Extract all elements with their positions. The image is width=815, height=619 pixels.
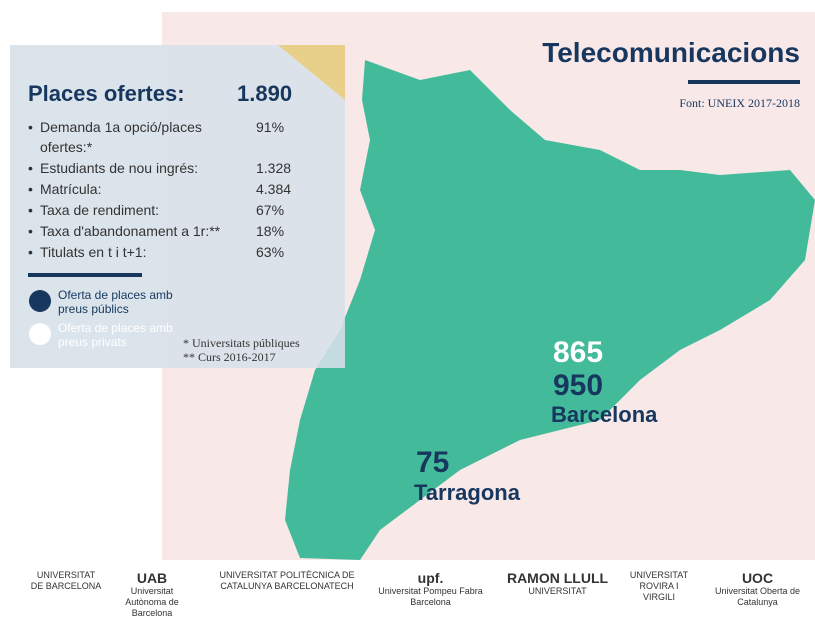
- legend-private: Oferta de places amb preus privats: [58, 321, 173, 349]
- barcelona-label: Barcelona: [551, 402, 658, 427]
- stat-label: Titulats en t i t+1:: [26, 242, 245, 262]
- logo: UNIVERSITAT DE BARCELONA: [30, 570, 102, 592]
- stat-label: Demanda 1a opció/places ofertes:*: [26, 117, 245, 157]
- stat-item: Titulats en t i t+1: 63%: [26, 242, 316, 262]
- logo-name: UNIVERSITAT POLITÈCNICA DE CATALUNYA BAR…: [219, 570, 355, 591]
- barcelona-public: 865: [553, 336, 603, 369]
- logo-name: UNIVERSITAT ROVIRA I VIRGILI: [629, 570, 689, 602]
- tarragona-public: 75: [416, 446, 449, 479]
- note: ** Curs 2016-2017: [183, 350, 276, 364]
- legend-public: Oferta de places amb preus públics: [58, 288, 173, 316]
- title-rule: [688, 80, 800, 84]
- note: * Universitats públiques: [183, 336, 300, 350]
- logo: UNIVERSITAT POLITÈCNICA DE CATALUNYA BAR…: [212, 570, 362, 592]
- stat-label: Matrícula:: [26, 179, 245, 199]
- info-panel: Places ofertes: 1.890 Demanda 1a opció/p…: [10, 45, 345, 368]
- logo-mark: RAMON LLULL: [506, 570, 609, 586]
- logo-name: Universitat Autònoma de Barcelona: [125, 586, 179, 618]
- logo-name: UNIVERSITAT DE BARCELONA: [30, 570, 102, 591]
- stat-value: 67%: [256, 202, 285, 218]
- stat-value: 1.328: [256, 160, 292, 176]
- public-icon: [29, 290, 51, 312]
- logo: UAB Universitat Autònoma de Barcelona: [112, 570, 192, 619]
- barcelona-private: 950: [553, 369, 603, 402]
- panel-decor: [28, 45, 345, 345]
- logo: UOC Universitat Oberta de Catalunya: [705, 570, 810, 608]
- logo-name: Universitat Pompeu Fabra Barcelona: [378, 586, 483, 607]
- stat-value: 63%: [256, 244, 285, 260]
- logo-mark: upf.: [417, 570, 444, 586]
- stat-value: 91%: [256, 119, 285, 135]
- stat-item: Estudiants de nou ingrés: 1.328: [26, 158, 316, 178]
- logo-strip: [0, 560, 815, 619]
- region-map: [285, 60, 815, 560]
- source: Font: UNEIX 2017-2018: [679, 96, 800, 110]
- panel-heading: Places ofertes:: [28, 81, 185, 106]
- panel-total: 1.890: [237, 81, 293, 106]
- stat-item: Taxa de rendiment: 67%: [26, 200, 316, 220]
- title: Telecomunicacions: [542, 37, 800, 68]
- logo-name: UNIVERSITAT: [528, 586, 587, 596]
- logo-name: Universitat Oberta de Catalunya: [714, 586, 801, 607]
- folded-corner: [278, 45, 345, 100]
- stat-item: Demanda 1a opció/places ofertes:* 91%: [26, 117, 316, 157]
- logo: RAMON LLULL UNIVERSITAT: [505, 570, 610, 597]
- stats-list: Demanda 1a opció/places ofertes:* 91% Estu…: [26, 117, 316, 263]
- stat-label: Taxa d'abandonament a 1r:**: [26, 221, 245, 241]
- stat-value: 4.384: [256, 181, 292, 197]
- tarragona-label: Tarragona: [414, 480, 521, 505]
- logo: UNIVERSITAT ROVIRA I VIRGILI: [625, 570, 693, 603]
- stat-value: 18%: [256, 223, 285, 239]
- stat-item: Matrícula: 4.384: [26, 179, 316, 199]
- stat-label: Taxa de rendiment:: [26, 200, 245, 220]
- logo: upf. Universitat Pompeu Fabra Barcelona: [378, 570, 483, 608]
- panel-rule: [28, 273, 142, 277]
- stat-label: Estudiants de nou ingrés:: [26, 158, 245, 178]
- private-icon: [29, 323, 51, 345]
- logo-mark: UAB: [136, 570, 168, 586]
- logo-mark: UOC: [741, 570, 774, 586]
- stat-item: Taxa d'abandonament a 1r:** 18%: [26, 221, 316, 241]
